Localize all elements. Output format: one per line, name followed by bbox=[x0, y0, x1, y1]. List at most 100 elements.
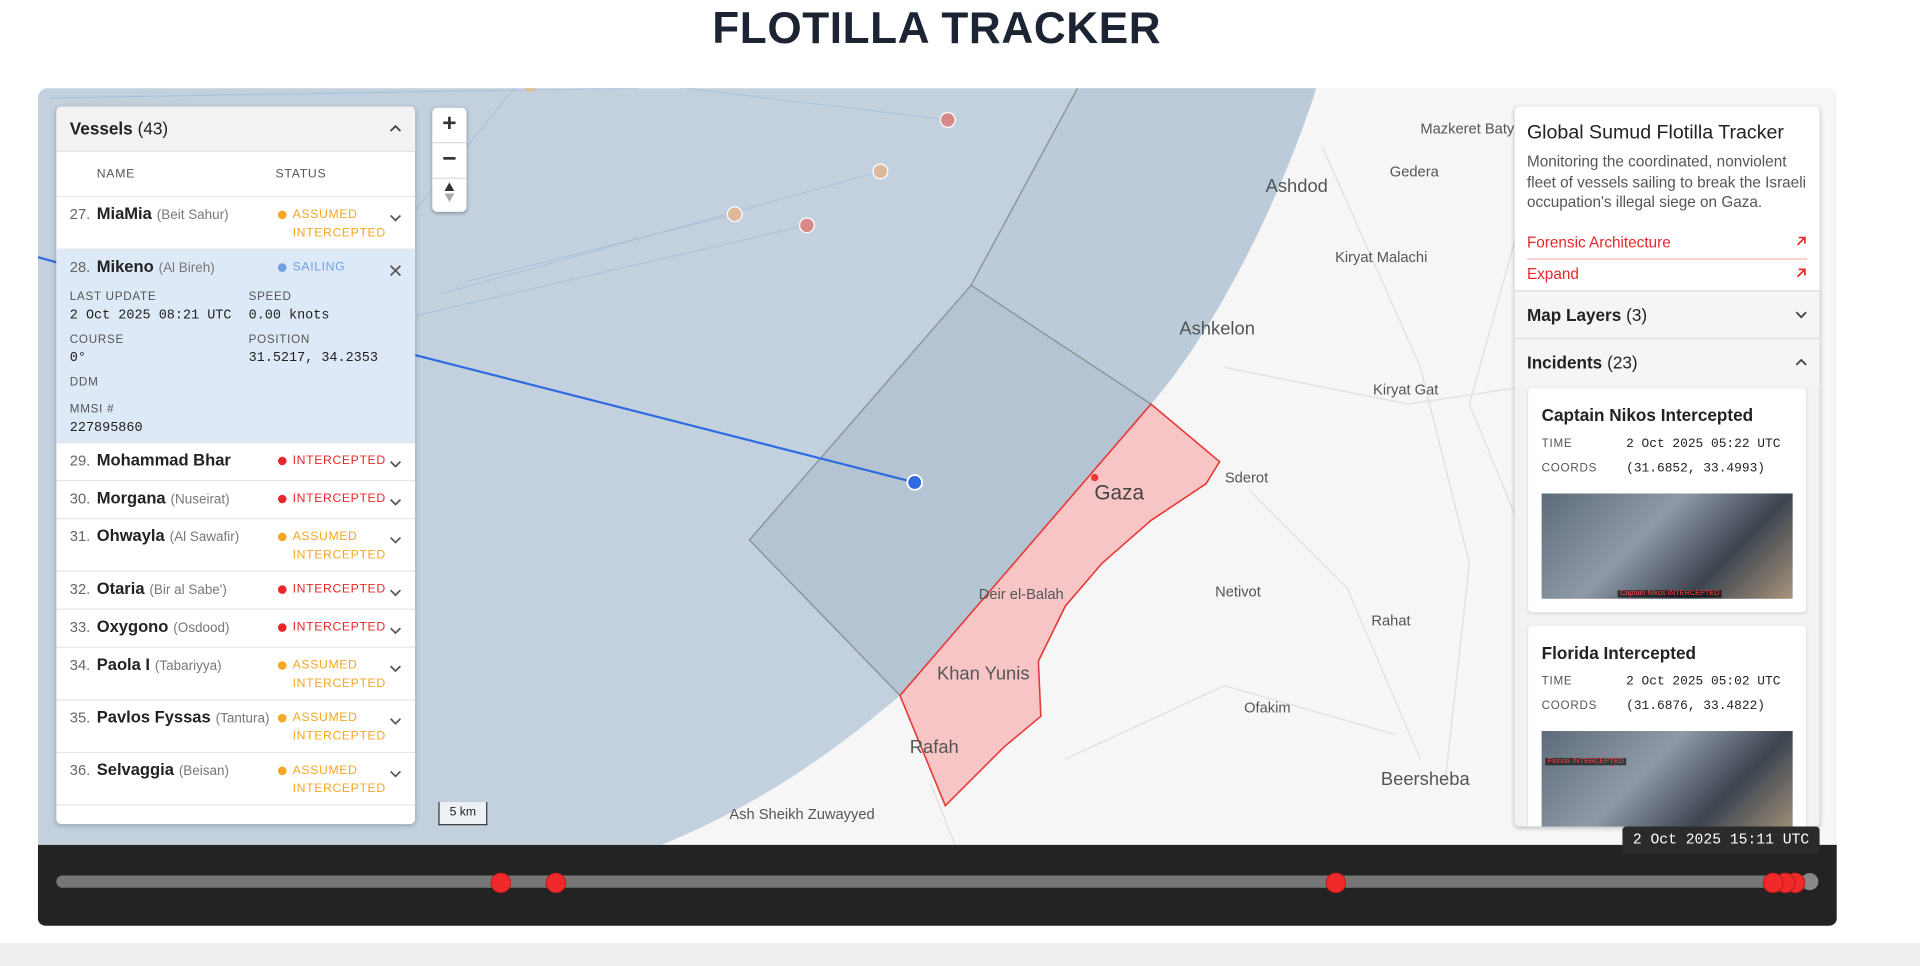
vessel-number: 31. bbox=[69, 527, 91, 545]
vessel-status: ASSUMED INTERCEPTED bbox=[292, 764, 386, 796]
zone bbox=[971, 88, 1317, 405]
vessel-name: Pavlos Fyssas bbox=[96, 707, 211, 727]
vessel-name-cell: Ohwayla (Al Sawafir) bbox=[97, 525, 278, 548]
vessel-status: ASSUMED INTERCEPTED bbox=[292, 208, 386, 240]
column-header: STATUS bbox=[275, 167, 327, 181]
vessel-summary: 28. Mikeno (Al Bireh) SAILING bbox=[70, 256, 402, 280]
vessel-marker[interactable] bbox=[798, 217, 815, 234]
place-label: Kiryat Malachi bbox=[1335, 250, 1427, 266]
vessel-summary: 36. Selvaggia (Beisan) ASSUMED INTERCEPTED bbox=[70, 759, 402, 798]
incident-tick[interactable] bbox=[1762, 872, 1784, 894]
vessel-status: ASSUMED INTERCEPTED bbox=[292, 711, 386, 744]
timeline-track bbox=[56, 872, 1819, 894]
vessel-origin: (Bir al Sabe') bbox=[149, 582, 227, 598]
zoom-in[interactable]: + bbox=[432, 108, 467, 144]
gaza-strip bbox=[899, 402, 1221, 808]
place-label: Gaza bbox=[1094, 482, 1144, 505]
chevron-icon[interactable] bbox=[389, 624, 402, 636]
link-text: Expand bbox=[1526, 265, 1579, 283]
vessel-row[interactable]: 30. Morgana (Nuseirat) INTERCEPTED bbox=[56, 481, 416, 520]
vessel-row[interactable]: 35. Pavlos Fyssas (Tantura) ASSUMED INTERCE… bbox=[56, 700, 416, 754]
detail-value: 31.5217, 34.2353 bbox=[248, 351, 378, 367]
vessel-name-cell: Selvaggia (Beisan) bbox=[97, 759, 278, 782]
collapse-icon[interactable] bbox=[1795, 356, 1807, 368]
status-dot bbox=[277, 585, 287, 594]
timeline-label: 2 Oct 2025 15:11 UTC bbox=[1622, 826, 1820, 854]
vessel-marker[interactable] bbox=[939, 112, 956, 128]
row-toggle[interactable] bbox=[389, 487, 402, 511]
place-label: Gedera bbox=[1390, 164, 1440, 180]
link-icon-wrap bbox=[1795, 234, 1807, 251]
vessel-status-cell: INTERCEPTED bbox=[277, 487, 385, 508]
vessel-status-cell: ASSUMED INTERCEPTED bbox=[277, 759, 385, 798]
chevron-icon[interactable] bbox=[389, 458, 402, 470]
row-toggle[interactable] bbox=[389, 256, 402, 280]
row-toggle[interactable] bbox=[389, 449, 402, 473]
incident-card[interactable]: Florida Intercepted TIME 2 Oct 2025 05:02 … bbox=[1528, 625, 1807, 827]
zoom-controls: + − bbox=[432, 107, 467, 213]
vessel-marker[interactable] bbox=[524, 88, 536, 92]
vessel-marker[interactable] bbox=[872, 163, 889, 180]
info-link[interactable]: Expand bbox=[1527, 259, 1807, 290]
vessel-number: 36. bbox=[69, 761, 91, 779]
vessel-row[interactable]: 33. Oxygono (Osdood) INTERCEPTED bbox=[56, 610, 416, 648]
incident-tick[interactable] bbox=[1325, 872, 1347, 894]
vessel-row[interactable]: 34. Paola I (Tabariyya) ASSUMED INTERCEPTED bbox=[56, 648, 416, 701]
playhead[interactable] bbox=[1801, 873, 1819, 891]
incident-marker[interactable] bbox=[1091, 473, 1099, 482]
status-dot bbox=[277, 210, 287, 220]
chevron-icon[interactable] bbox=[389, 662, 402, 674]
row-toggle[interactable] bbox=[389, 759, 402, 783]
incidents-header[interactable]: Incidents (23) bbox=[1514, 337, 1820, 386]
chevron-icon[interactable] bbox=[389, 587, 402, 599]
incident-tick[interactable] bbox=[490, 872, 512, 894]
vessel-marker[interactable] bbox=[906, 474, 923, 491]
collapse-icon[interactable] bbox=[389, 122, 402, 134]
row-toggle[interactable] bbox=[389, 203, 402, 227]
field-label: TIME bbox=[1541, 436, 1573, 450]
vessel-number: 33. bbox=[69, 618, 91, 636]
vessel-name-cell: Mohammad Bhar bbox=[97, 449, 278, 471]
vessel-row[interactable]: 28. Mikeno (Al Bireh) SAILING LAST UPDATE 2 O… bbox=[56, 249, 416, 444]
chevron-icon[interactable] bbox=[389, 212, 402, 224]
vessel-row[interactable]: 31. Ohwayla (Al Sawafir) ASSUMED INTERCEPTE… bbox=[56, 519, 416, 572]
info-link[interactable]: Forensic Architecture bbox=[1526, 227, 1808, 259]
arrow-icon[interactable] bbox=[1795, 267, 1807, 279]
expand-icon[interactable] bbox=[1795, 308, 1807, 320]
vessel-status: ASSUMED INTERCEPTED bbox=[292, 658, 386, 691]
row-toggle[interactable] bbox=[389, 654, 402, 678]
chevron-icon[interactable] bbox=[389, 768, 402, 780]
vessel-row[interactable]: 36. Selvaggia (Beisan) ASSUMED INTERCEPTED bbox=[56, 753, 416, 806]
vessel-summary: 33. Oxygono (Osdood) INTERCEPTED bbox=[70, 616, 402, 640]
vessel-row[interactable]: 32. Otaria (Bir al Sabe') INTERCEPTED bbox=[56, 572, 416, 610]
zoom-out[interactable]: − bbox=[432, 143, 467, 179]
vessel-row[interactable]: 27. MiaMia (Beit Sahur) ASSUMED INTERCEPTED bbox=[56, 197, 416, 250]
vessel-status-cell: INTERCEPTED bbox=[277, 449, 385, 470]
incident-field: COORDS (31.6876, 33.4822) bbox=[1542, 699, 1793, 714]
vessel-status: INTERCEPTED bbox=[292, 454, 386, 468]
row-toggle[interactable] bbox=[389, 525, 402, 549]
vessel-number: 27. bbox=[69, 205, 91, 223]
row-toggle[interactable] bbox=[389, 616, 402, 640]
vessel-name: Otaria bbox=[96, 579, 145, 598]
vessel-marker[interactable] bbox=[726, 206, 743, 223]
map-layers-header[interactable]: Map Layers (3) bbox=[1514, 289, 1820, 338]
track[interactable] bbox=[56, 875, 1810, 888]
row-toggle[interactable] bbox=[389, 707, 402, 731]
vessels-header[interactable]: Vessels (43) bbox=[56, 106, 416, 152]
chevron-icon[interactable] bbox=[389, 534, 402, 546]
chevron-icon[interactable] bbox=[389, 715, 402, 727]
incident-card[interactable]: Captain Nikos Intercepted TIME 2 Oct 2025 … bbox=[1528, 387, 1807, 612]
status-dot bbox=[277, 456, 287, 466]
vessel-summary: 27. MiaMia (Beit Sahur) ASSUMED INTERCEPTED bbox=[70, 203, 402, 242]
row-toggle[interactable] bbox=[389, 578, 402, 602]
vessel-origin: (Osdood) bbox=[173, 620, 230, 636]
vessel-row[interactable]: 29. Mohammad Bhar INTERCEPTED bbox=[56, 443, 416, 482]
incident-tick[interactable] bbox=[545, 872, 567, 894]
vessel-name: Ohwayla bbox=[96, 526, 165, 545]
chevron-icon[interactable] bbox=[389, 496, 402, 508]
reset-north[interactable] bbox=[432, 179, 466, 213]
arrow-icon[interactable] bbox=[1795, 235, 1807, 247]
vessel-origin: (Tantura) bbox=[215, 711, 270, 727]
close-icon[interactable] bbox=[389, 264, 402, 277]
